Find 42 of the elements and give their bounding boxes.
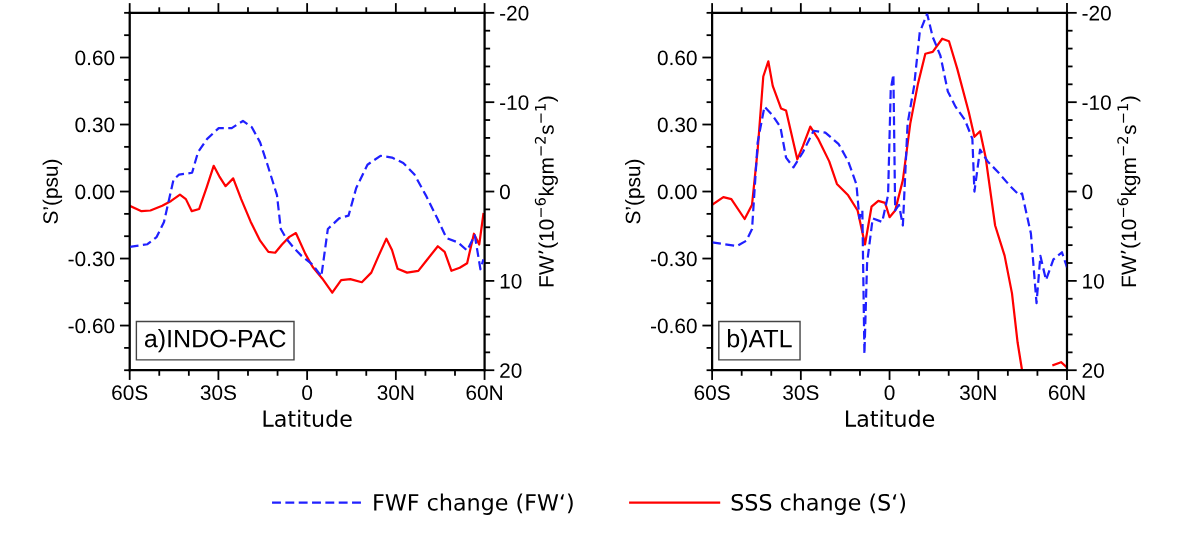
y2-tick-label: 10	[500, 273, 522, 289]
y-tick-label: 0.60	[75, 50, 115, 66]
y-tick-label: 0.00	[657, 184, 697, 200]
x-tick-label: 0	[302, 385, 313, 401]
y2-tick-label: -20	[500, 5, 529, 21]
y2-tick-label: 20	[500, 363, 522, 378]
y2-tick-label: -10	[1082, 95, 1111, 110]
line-series	[129, 119, 485, 278]
x-tick-label: 60N	[1048, 385, 1085, 401]
line-series	[129, 164, 485, 294]
y2-axis-title: FW’(10$^{−6}$kgm$^{−2}$s$^{−1}$)	[534, 96, 558, 287]
annotation: b)ATL	[727, 329, 792, 353]
legend-label: FWF change (FW‘)	[374, 493, 573, 515]
y-tick-label: 0.30	[75, 117, 115, 133]
y-tick-label: 0.60	[657, 50, 697, 66]
x-tick-label: 60N	[466, 385, 502, 401]
y2-tick-label: 0	[1082, 184, 1093, 200]
x-tick-label: 30S	[200, 385, 236, 401]
x-axis-title: Latitude	[846, 409, 935, 427]
x-axis-title: Latitude	[263, 409, 352, 427]
x-tick-label: 30S	[783, 385, 819, 401]
y2-tick-label: 10	[1083, 273, 1104, 289]
y2-axis-title: FW’(10$^{−6}$kgm$^{−2}$s$^{−1}$)	[1117, 96, 1141, 287]
y-axis-title: S’(psu)	[625, 159, 645, 224]
y2-tick-label: -10	[500, 95, 529, 110]
x-tick-label: 30N	[959, 385, 996, 401]
y-axis-title: S’(psu)	[42, 159, 63, 224]
x-tick-label: 60S	[694, 385, 730, 401]
y-tick-label: -0.60	[650, 318, 697, 334]
y2-tick-label: -20	[1082, 5, 1111, 21]
y-tick-label: -0.60	[68, 318, 115, 334]
y-tick-label: -0.30	[68, 251, 115, 267]
y2-tick-label: 0	[499, 184, 510, 200]
x-tick-label: 0	[884, 385, 895, 401]
x-tick-label: 30N	[377, 385, 414, 401]
legend-label: SSS change (S‘)	[731, 493, 906, 515]
annotation: a)INDO-PAC	[144, 329, 286, 353]
y-tick-label: -0.30	[650, 251, 697, 267]
y-tick-label: 0.00	[75, 184, 115, 200]
y-tick-label: 0.30	[657, 117, 697, 133]
x-tick-label: 60S	[112, 385, 148, 401]
y2-tick-label: 20	[1082, 363, 1104, 378]
